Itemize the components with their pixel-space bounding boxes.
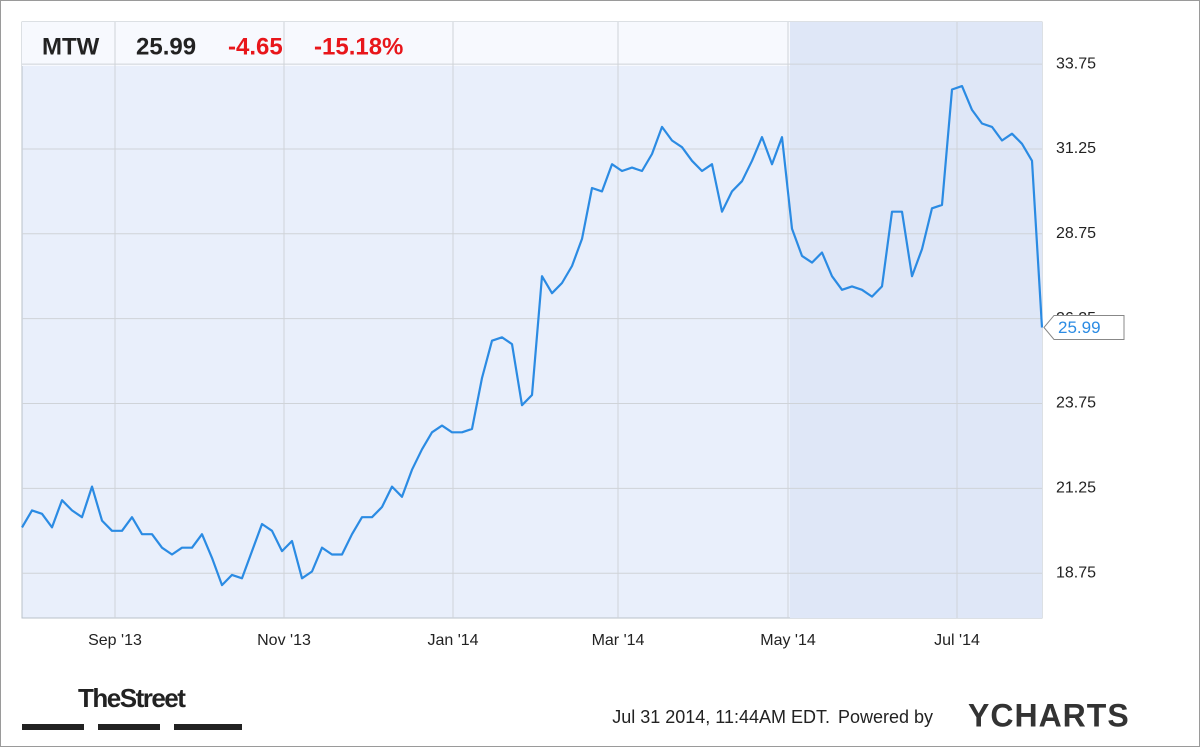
powered-by: Powered by [838, 707, 933, 727]
x-tick-label: May '14 [760, 632, 816, 649]
x-tick-label: Jan '14 [427, 632, 478, 649]
logo-bar [22, 724, 84, 730]
last-price: 25.99 [136, 33, 196, 60]
plot-shade [790, 22, 1042, 618]
y-tick-label: 21.25 [1056, 480, 1096, 497]
y-tick-label: 18.75 [1056, 564, 1096, 581]
x-tick-label: Sep '13 [88, 632, 142, 649]
provider-logo: YCHARTS [968, 697, 1130, 733]
change-percent: -15.18% [314, 33, 403, 60]
y-tick-label: 33.75 [1056, 55, 1096, 72]
y-tick-label: 28.75 [1056, 225, 1096, 242]
brand: TheStreet [78, 683, 186, 713]
x-tick-label: Nov '13 [257, 632, 311, 649]
header-band [22, 22, 790, 66]
symbol: MTW [42, 33, 100, 60]
change: -4.65 [228, 33, 283, 60]
grid [22, 22, 1042, 618]
logo-bar [98, 724, 160, 730]
brand-logo: TheStreet [22, 683, 242, 730]
price-label: 25.99 [1058, 318, 1101, 337]
x-tick-label: Jul '14 [934, 632, 980, 649]
price-label-box [1043, 314, 1125, 340]
x-tick-label: Mar '14 [592, 632, 645, 649]
logo-bar [174, 724, 242, 730]
plot [21, 85, 1044, 587]
y-tick-label: 23.75 [1056, 395, 1096, 412]
y-tick-label: 31.25 [1056, 140, 1096, 157]
price-line [21, 85, 1044, 587]
timestamp: Jul 31 2014, 11:44AM EDT. [612, 707, 830, 727]
